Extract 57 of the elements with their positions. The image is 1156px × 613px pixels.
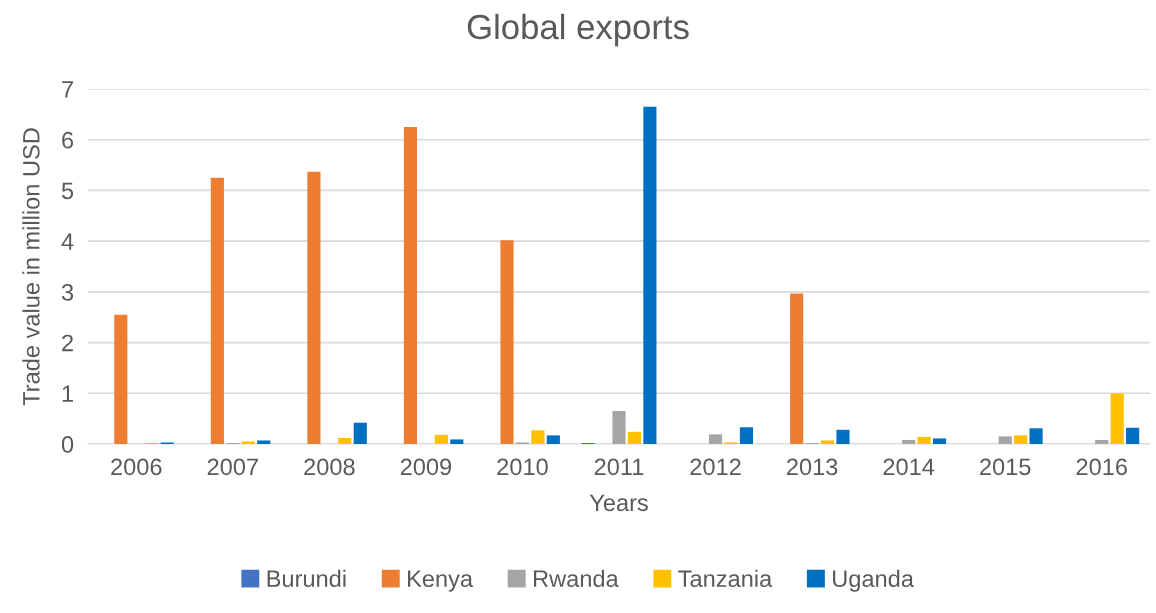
bar xyxy=(241,441,255,444)
x-tick-label: 2009 xyxy=(400,458,452,476)
y-tick-label: 3 xyxy=(61,283,74,301)
x-axis-title: Years xyxy=(589,494,648,512)
y-tick-label: 5 xyxy=(61,182,74,200)
y-tick-label: 7 xyxy=(62,81,73,98)
bar xyxy=(998,436,1012,444)
x-tick-label: 2007 xyxy=(207,458,258,476)
x-tick-label: 2014 xyxy=(883,458,935,476)
bar xyxy=(1095,439,1109,444)
bar xyxy=(627,431,642,444)
chart-title: Global exports xyxy=(467,13,689,47)
bar xyxy=(1126,427,1140,444)
y-axis-title: Trade value in million USD xyxy=(22,128,40,406)
bar xyxy=(210,177,224,444)
x-tick-label: 2006 xyxy=(111,458,162,476)
bar xyxy=(902,439,916,444)
bar xyxy=(353,422,367,444)
bar xyxy=(531,430,545,444)
bar xyxy=(643,106,657,444)
legend-label: Uganda xyxy=(833,569,914,592)
bar xyxy=(708,434,723,444)
bar xyxy=(1029,428,1043,444)
bar xyxy=(820,440,835,444)
bar xyxy=(434,434,448,444)
bar xyxy=(790,293,804,444)
bar xyxy=(932,438,947,444)
y-tick-label: 0 xyxy=(61,436,74,453)
bar xyxy=(836,429,850,444)
bar xyxy=(257,440,271,444)
bar xyxy=(403,127,418,444)
bar xyxy=(450,439,464,444)
x-tick-label: 2013 xyxy=(787,458,838,476)
bar xyxy=(500,240,514,444)
x-tick-label: 2015 xyxy=(980,458,1031,476)
bar xyxy=(307,171,321,444)
bar xyxy=(739,427,754,444)
legend-label: Kenya xyxy=(408,570,474,592)
legend-label: Burundi xyxy=(267,569,346,588)
bar xyxy=(1014,435,1028,444)
y-tick-label: 1 xyxy=(62,385,73,402)
y-tick-label: 6 xyxy=(62,131,74,149)
legend-label: Rwanda xyxy=(533,569,619,588)
bar xyxy=(917,436,931,444)
legend-label: Tanzania xyxy=(678,569,773,588)
y-tick-label: 4 xyxy=(61,233,74,250)
bar xyxy=(114,314,128,444)
bar xyxy=(546,435,560,444)
x-tick-label: 2010 xyxy=(497,458,548,476)
x-tick-label: 2011 xyxy=(594,458,644,476)
bar xyxy=(338,437,352,444)
x-tick-label: 2016 xyxy=(1076,458,1127,476)
bar xyxy=(1110,393,1124,444)
y-tick-label: 2 xyxy=(62,334,73,352)
bar xyxy=(612,411,626,444)
x-tick-label: 2012 xyxy=(690,458,741,476)
x-tick-label: 2008 xyxy=(304,458,355,476)
